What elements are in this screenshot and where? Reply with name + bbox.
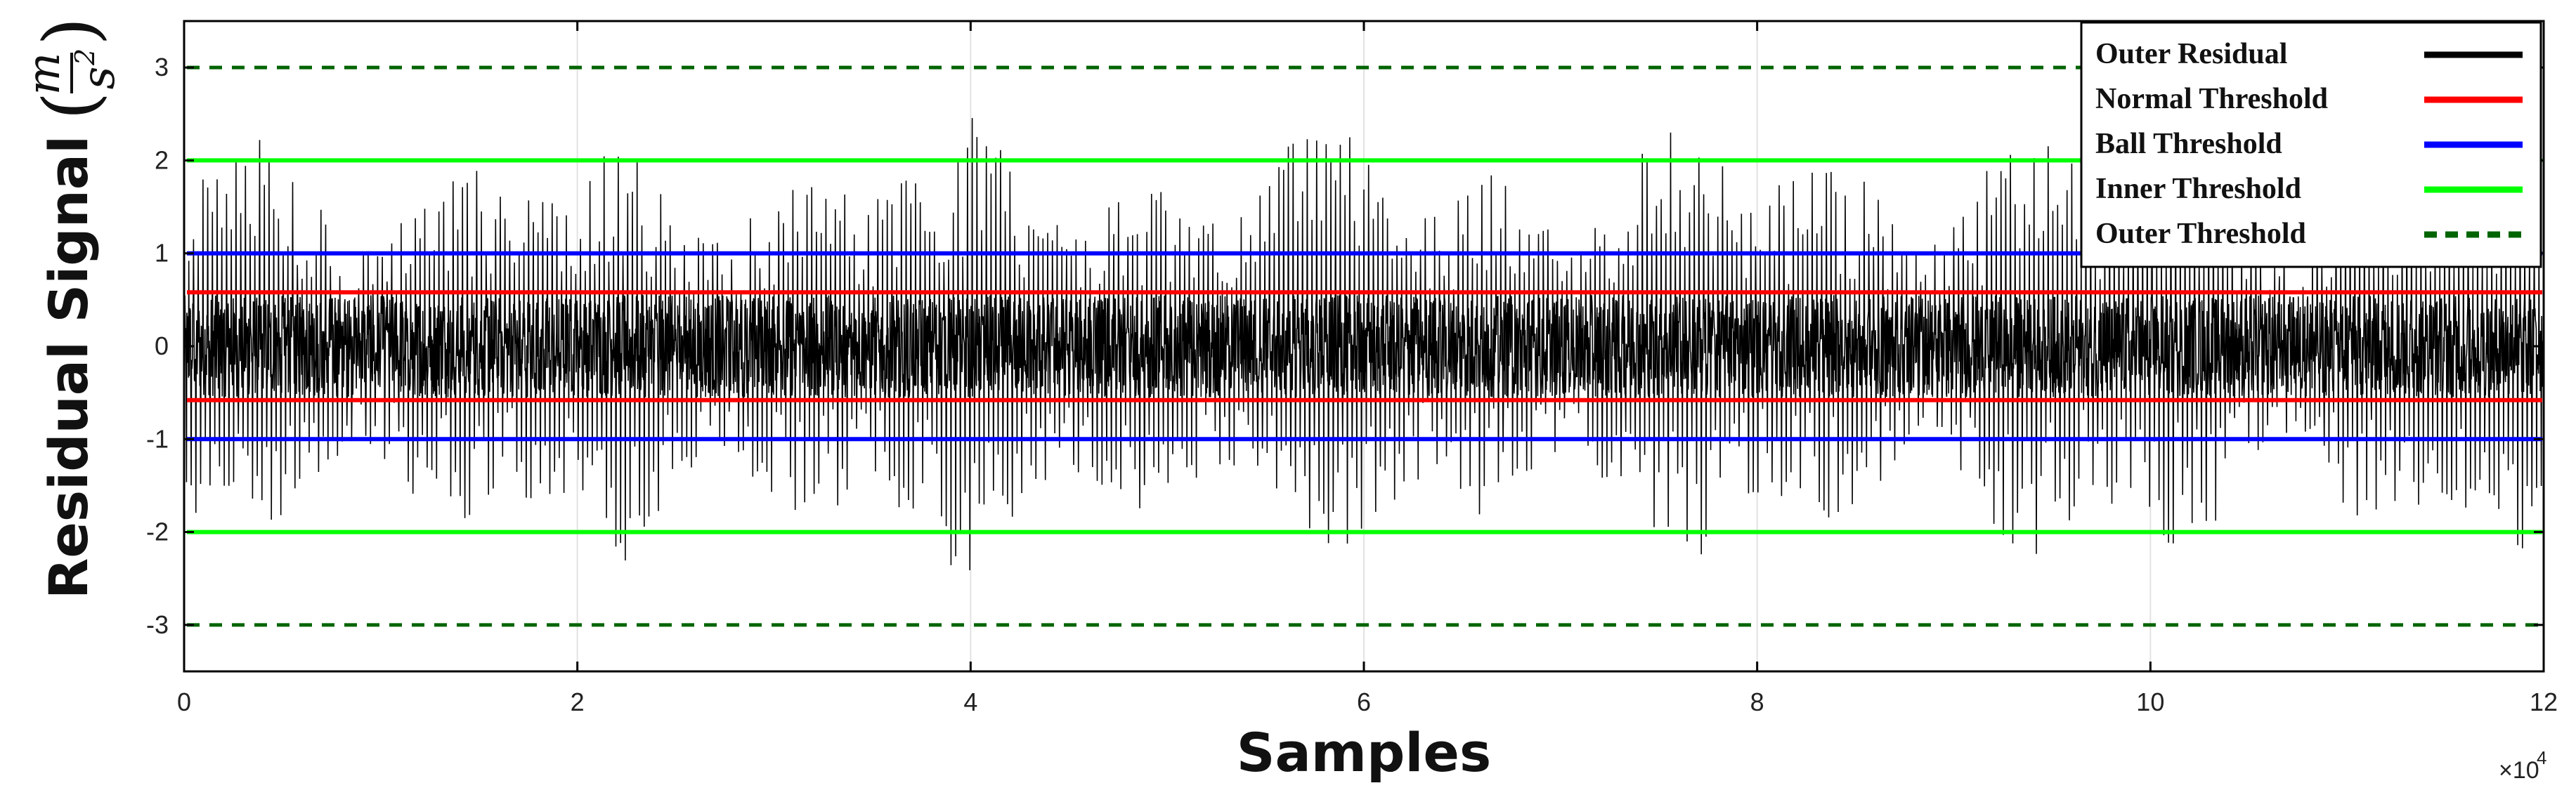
legend-label-3: Inner Threshold (2095, 173, 2301, 205)
outer-residual-line (183, 118, 2544, 571)
x-multiplier-exponent: 4 (2537, 747, 2546, 768)
x-tick-label-0: 0 (177, 688, 191, 716)
y-unit-close-paren: ) (27, 17, 113, 46)
y-tick-label-5: 2 (155, 145, 169, 174)
y-tick-label-2: -1 (146, 424, 169, 453)
y-tick-label-4: 1 (155, 239, 169, 268)
y-axis-label: Residual Signal (37, 136, 100, 599)
y-unit-open-paren: ( (27, 91, 113, 120)
y-tick-label-3: 0 (155, 331, 169, 360)
y-unit-denominator: s (73, 67, 125, 90)
x-tick-label-5: 10 (2136, 688, 2164, 716)
x-multiplier: ×10 (2499, 757, 2539, 784)
x-axis-label: Samples (1237, 721, 1491, 784)
x-tick-label-2: 4 (963, 688, 977, 716)
y-tick-label-1: -2 (146, 518, 169, 546)
y-axis-label-group: Residual Signal ( m s 2 ) (18, 17, 125, 599)
outer-residual-signal (183, 118, 2544, 571)
x-tick-label-3: 6 (1357, 688, 1371, 716)
x-tick-label-1: 2 (571, 688, 585, 716)
legend-label-0: Outer Residual (2095, 38, 2287, 70)
legend-label-4: Outer Threshold (2095, 218, 2306, 250)
y-unit-numerator: m (18, 53, 70, 96)
x-tick-label-6: 12 (2530, 688, 2558, 716)
y-unit-power: 2 (70, 48, 100, 66)
legend: Outer Residual Normal Threshold Ball Thres… (2080, 21, 2542, 268)
x-tick-label-4: 8 (1750, 688, 1764, 716)
legend-label-1: Normal Threshold (2095, 83, 2328, 115)
y-tick-label-0: -3 (146, 610, 169, 639)
legend-label-2: Ball Threshold (2095, 128, 2282, 160)
y-tick-label-6: 3 (155, 53, 169, 81)
